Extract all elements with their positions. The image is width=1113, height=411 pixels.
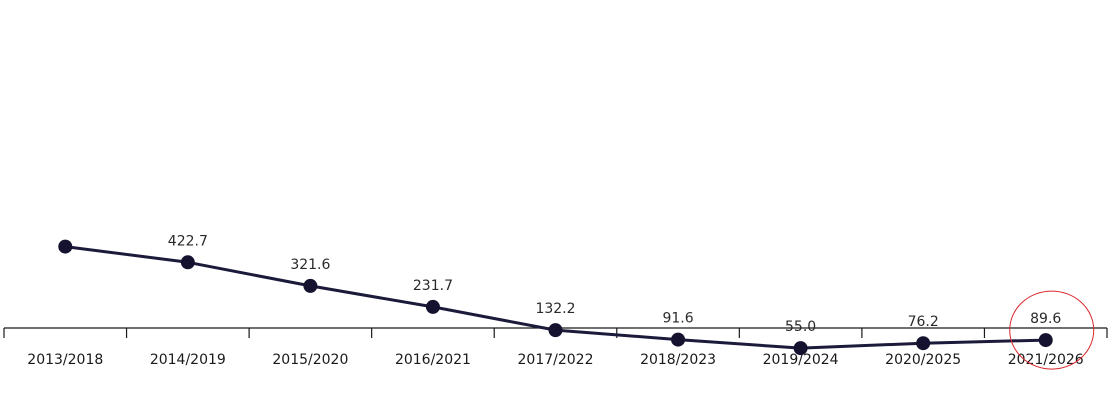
x-tick-label: 2017/2022 [518, 352, 594, 368]
data-labels: 422.7 321.6 231.7 132.2 91.6 55.0 76.2 89.6 [168, 233, 1062, 335]
x-axis-tick-labels: 2013/2018 2014/2019 2015/2020 2016/2021 2017… [27, 352, 1084, 368]
x-tick-label: 2013/2018 [27, 352, 103, 368]
x-tick-label: 2020/2025 [885, 352, 961, 368]
x-tick-label: 2014/2019 [150, 352, 226, 368]
data-label: 132.2 [535, 301, 575, 317]
x-axis-ticks [3, 328, 1108, 338]
data-point [425, 299, 440, 314]
data-point [58, 239, 73, 254]
data-point [180, 255, 195, 270]
x-tick-label: 2018/2023 [640, 352, 716, 368]
x-tick-label: 2016/2021 [395, 352, 471, 368]
data-label: 76.2 [908, 314, 939, 330]
data-point [548, 323, 563, 338]
data-point [671, 332, 686, 347]
data-label: 422.7 [168, 233, 208, 249]
data-point [303, 278, 318, 293]
highlight-circle [1009, 290, 1095, 370]
data-label: 89.6 [1030, 311, 1061, 327]
data-label: 55.0 [785, 319, 816, 335]
data-label: 231.7 [413, 278, 453, 294]
x-tick-label: 2019/2024 [763, 352, 839, 368]
x-tick-label: 2021/2026 [1008, 352, 1084, 368]
data-label: 321.6 [290, 257, 330, 273]
x-tick-label: 2015/2020 [272, 352, 348, 368]
data-point [793, 341, 808, 356]
series-markers [58, 239, 1053, 356]
data-point [1038, 333, 1053, 348]
data-point [916, 336, 931, 351]
data-label: 91.6 [662, 311, 693, 327]
